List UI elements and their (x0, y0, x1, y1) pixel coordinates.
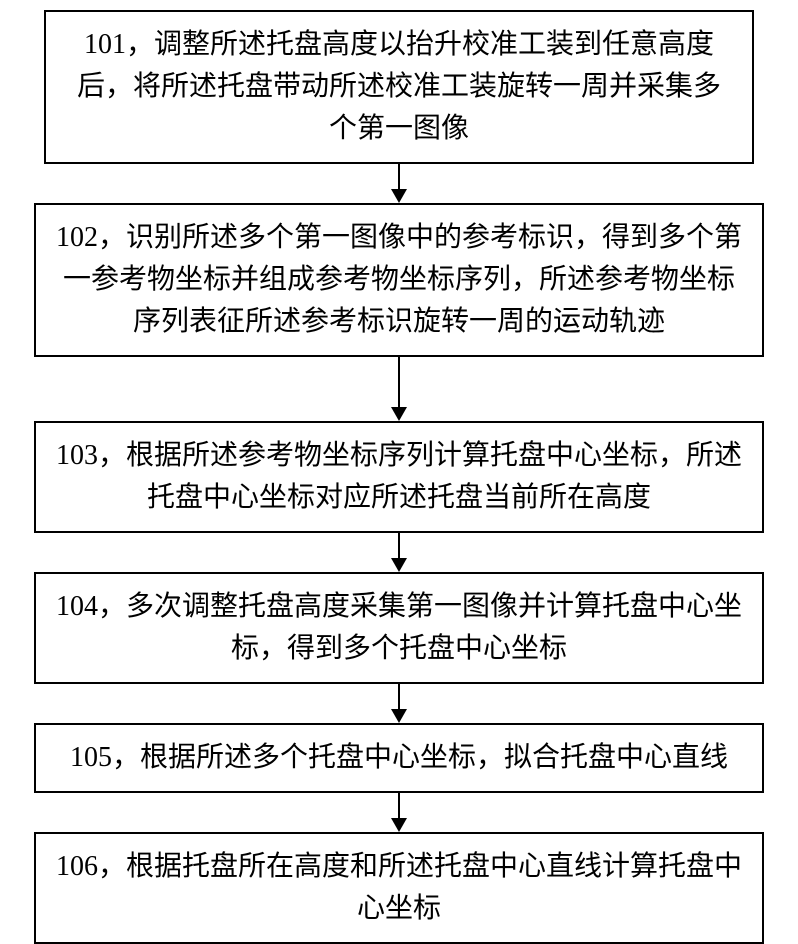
arrow-line (398, 684, 400, 709)
flowchart-container: 101，调整所述托盘高度以抬升校准工装到任意高度后，将所述托盘带动所述校准工装旋… (0, 0, 798, 944)
arrow-line (398, 533, 400, 558)
box-text: 102，识别所述多个第一图像中的参考标识，得到多个第一参考物坐标并组成参考物坐标… (56, 222, 742, 337)
box-text: 104，多次调整托盘高度采集第一图像并计算托盘中心坐标，得到多个托盘中心坐标 (56, 591, 742, 664)
flowchart-box-102: 102，识别所述多个第一图像中的参考标识，得到多个第一参考物坐标并组成参考物坐标… (34, 203, 764, 357)
flowchart-box-101: 101，调整所述托盘高度以抬升校准工装到任意高度后，将所述托盘带动所述校准工装旋… (44, 10, 754, 164)
box-text: 105，根据所述多个托盘中心坐标，拟合托盘中心直线 (70, 742, 728, 773)
box-text: 106，根据托盘所在高度和所述托盘中心直线计算托盘中心坐标 (56, 851, 742, 924)
box-text: 103，根据所述参考物坐标序列计算托盘中心坐标，所述托盘中心坐标对应所述托盘当前… (56, 440, 742, 513)
flowchart-box-105: 105，根据所述多个托盘中心坐标，拟合托盘中心直线 (34, 723, 764, 793)
arrow-head-icon (391, 709, 407, 723)
arrow-5 (391, 793, 407, 832)
arrow-head-icon (391, 818, 407, 832)
arrow-4 (391, 684, 407, 723)
arrow-head-icon (391, 558, 407, 572)
flowchart-box-104: 104，多次调整托盘高度采集第一图像并计算托盘中心坐标，得到多个托盘中心坐标 (34, 572, 764, 684)
flowchart-box-106: 106，根据托盘所在高度和所述托盘中心直线计算托盘中心坐标 (34, 832, 764, 944)
box-text: 101，调整所述托盘高度以抬升校准工装到任意高度后，将所述托盘带动所述校准工装旋… (77, 29, 721, 144)
arrow-1 (391, 164, 407, 203)
arrow-head-icon (391, 189, 407, 203)
arrow-head-icon (391, 407, 407, 421)
arrow-3 (391, 533, 407, 572)
arrow-line (398, 793, 400, 818)
flowchart-box-103: 103，根据所述参考物坐标序列计算托盘中心坐标，所述托盘中心坐标对应所述托盘当前… (34, 421, 764, 533)
arrow-2 (391, 357, 407, 421)
arrow-line (398, 164, 400, 189)
arrow-line (398, 357, 400, 407)
